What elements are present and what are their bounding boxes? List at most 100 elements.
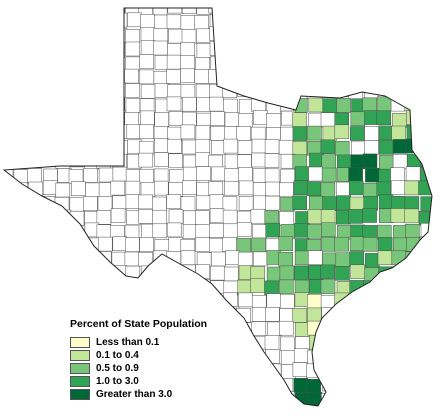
county-polygon (237, 140, 253, 155)
county-polygon (433, 84, 442, 98)
county-polygon (435, 280, 442, 294)
county-polygon (208, 181, 224, 196)
county-polygon (376, 110, 392, 126)
county-polygon (362, 307, 378, 322)
county-polygon (293, 98, 308, 113)
county-polygon (167, 138, 182, 154)
county-polygon (308, 250, 323, 265)
county-polygon (224, 154, 240, 170)
county-polygon (391, 266, 406, 281)
county-polygon (320, 320, 335, 336)
county-polygon (211, 140, 226, 155)
county-polygon (168, 209, 184, 224)
county-polygon (433, 15, 442, 29)
county-polygon (139, 124, 154, 139)
county-polygon (362, 55, 377, 70)
county-polygon (292, 141, 308, 156)
county-polygon (433, 167, 442, 181)
legend-label: Less than 0.1 (96, 336, 160, 348)
county-polygon (4, 83, 16, 98)
county-polygon (153, 180, 169, 196)
legend-swatch (70, 388, 90, 400)
county-polygon (4, 195, 16, 211)
county-polygon (41, 236, 56, 252)
county-polygon (364, 84, 379, 100)
county-polygon (237, 154, 252, 169)
county-polygon (348, 349, 364, 364)
county-polygon (154, 295, 169, 310)
county-polygon (293, 378, 309, 393)
county-polygon (404, 196, 420, 211)
county-polygon (419, 251, 432, 267)
county-polygon (209, 83, 224, 99)
county-polygon (125, 29, 140, 44)
county-polygon (69, 68, 85, 84)
county-polygon (4, 124, 14, 139)
county-polygon (307, 29, 323, 44)
county-polygon (140, 27, 156, 42)
county-polygon (96, 224, 112, 239)
county-polygon (42, 209, 57, 225)
county-polygon (264, 55, 280, 71)
county-polygon (363, 68, 378, 84)
county-polygon (54, 293, 70, 308)
county-polygon (12, 139, 28, 154)
county-polygon (321, 154, 337, 170)
county-polygon (139, 168, 154, 184)
county-polygon (349, 54, 365, 69)
county-polygon (27, 391, 43, 406)
county-polygon (349, 196, 365, 212)
county-polygon (264, 153, 280, 168)
county-polygon (153, 250, 168, 266)
county-polygon (405, 166, 421, 181)
county-polygon (293, 56, 309, 71)
county-polygon (350, 363, 366, 379)
county-polygon (166, 96, 182, 112)
county-polygon (309, 334, 324, 350)
county-polygon (55, 236, 70, 252)
county-polygon (124, 112, 139, 127)
county-polygon (418, 28, 432, 43)
legend-item-0-5-to-0-9: 0.5 to 0.9 (70, 362, 207, 374)
county-polygon (196, 28, 211, 44)
county-polygon (266, 376, 282, 392)
county-polygon (194, 15, 209, 30)
county-polygon (4, 294, 14, 310)
county-polygon (15, 210, 30, 225)
county-polygon (97, 43, 112, 58)
county-polygon (42, 180, 58, 195)
county-polygon (280, 126, 295, 142)
county-polygon (434, 322, 442, 336)
county-polygon (418, 280, 432, 296)
legend-label: 1.0 to 3.0 (96, 375, 139, 387)
county-polygon (292, 308, 307, 323)
county-polygon (420, 57, 432, 72)
county-polygon (125, 180, 141, 196)
county-polygon (392, 8, 407, 15)
county-polygon (152, 223, 168, 239)
county-polygon (83, 41, 98, 57)
county-polygon (237, 12, 253, 27)
county-polygon (153, 40, 168, 56)
county-polygon (393, 407, 407, 416)
county-polygon (392, 323, 407, 338)
county-polygon (321, 237, 337, 252)
county-polygon (195, 224, 210, 239)
county-polygon (14, 306, 29, 322)
county-polygon (391, 294, 407, 310)
county-polygon (138, 152, 154, 168)
county-polygon (4, 225, 15, 240)
county-polygon (180, 250, 196, 265)
county-polygon (236, 222, 252, 237)
county-polygon (195, 294, 211, 309)
county-polygon (96, 404, 111, 406)
county-polygon (278, 139, 294, 155)
county-polygon (320, 42, 336, 57)
county-polygon (224, 112, 240, 127)
county-polygon (168, 182, 183, 197)
county-polygon (265, 195, 280, 211)
county-polygon (13, 169, 29, 184)
county-polygon (124, 280, 139, 296)
county-polygon (322, 196, 337, 211)
